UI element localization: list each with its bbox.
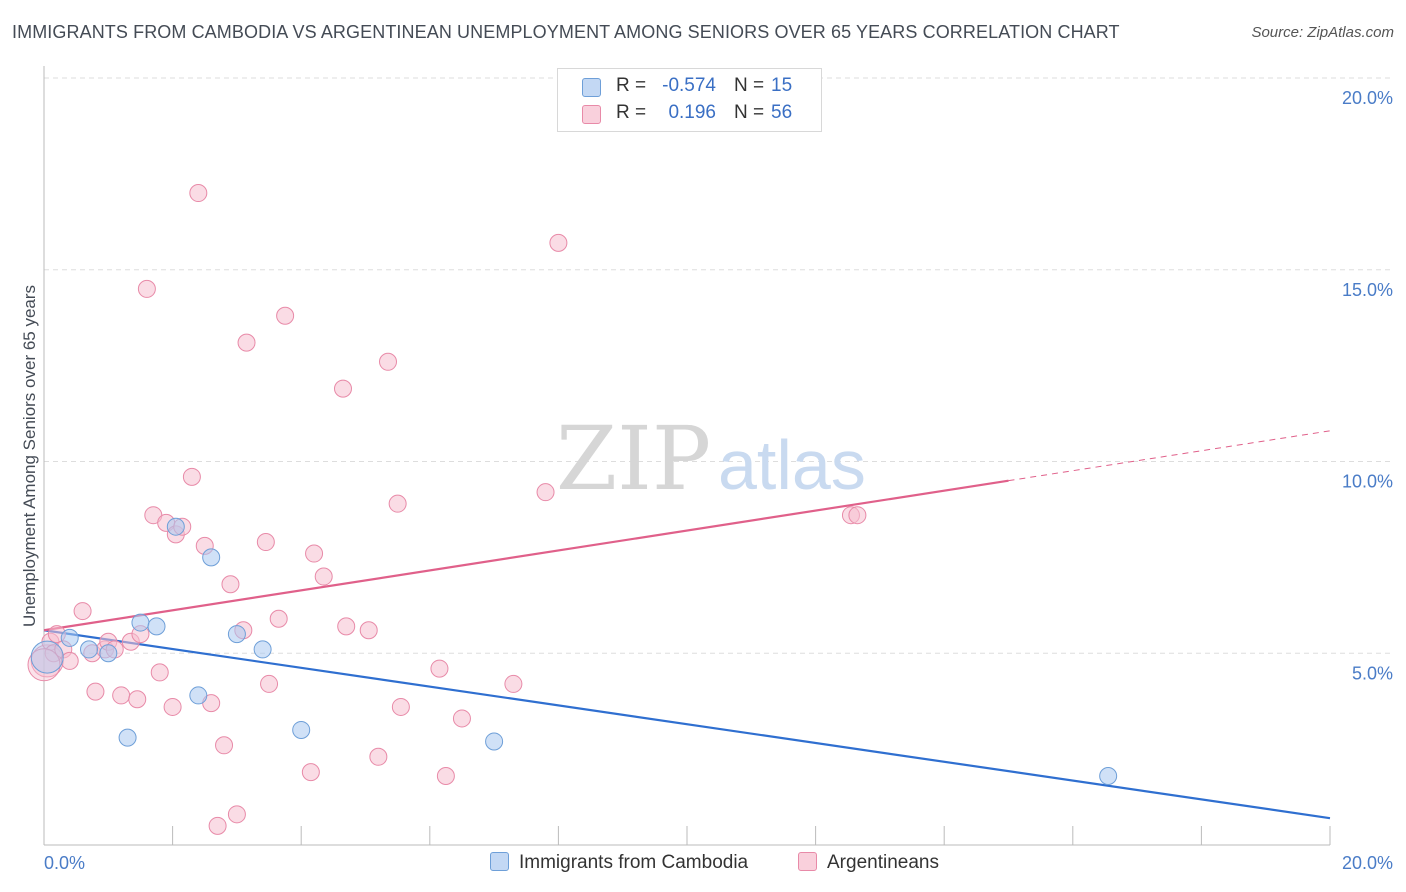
argentineans-point	[391, 697, 410, 716]
argentineans-point	[301, 763, 320, 782]
argentineans-point	[182, 467, 201, 486]
argentineans-point	[504, 674, 523, 693]
argentineans-point	[150, 663, 169, 682]
argentineans-point	[536, 483, 555, 502]
y-axis-label: Unemployment Among Seniors over 65 years	[20, 284, 39, 628]
n-value: 56	[771, 102, 793, 123]
cambodia-point	[166, 517, 185, 536]
correlation-legend: R = -0.574 N = 15 R = 0.196 N = 56	[557, 68, 822, 132]
argentineans-point	[256, 533, 275, 552]
cambodia-point	[60, 628, 79, 647]
argentineans-point	[237, 333, 256, 352]
cambodia-point	[99, 644, 118, 663]
argentineans-point	[305, 544, 324, 563]
n-label: N =	[734, 102, 765, 123]
argentineans-point	[848, 506, 867, 525]
cambodia-point	[30, 640, 64, 674]
cambodia-point	[131, 613, 150, 632]
argentineans-point	[359, 621, 378, 640]
argentineans-point	[128, 690, 147, 709]
argentineans-point	[137, 279, 156, 298]
argentineans-point	[73, 602, 92, 621]
cambodia-point	[253, 640, 272, 659]
argentineans-point	[314, 567, 333, 586]
argentineans-point	[260, 674, 279, 693]
trend-lines	[43, 430, 1331, 820]
legend-swatch-pink	[582, 105, 601, 124]
argentineans-point	[369, 747, 388, 766]
argentineans-point	[388, 494, 407, 513]
argentineans-point	[189, 184, 208, 203]
watermark: ZIP atlas	[556, 407, 866, 510]
cambodia-point	[1099, 766, 1118, 785]
cambodia-point	[292, 720, 311, 739]
argentineans-point	[337, 617, 356, 636]
y-tick-label: 15.0%	[1342, 280, 1393, 300]
argentineans-point	[436, 766, 455, 785]
y-tick-label: 5.0%	[1352, 663, 1393, 683]
argentineans-point	[333, 379, 352, 398]
chart-title: IMMIGRANTS FROM CAMBODIA VS ARGENTINEAN …	[12, 22, 1120, 42]
trend-line-cambodia	[43, 629, 1331, 820]
cambodia-point	[118, 728, 137, 747]
x-tick-label: 0.0%	[44, 853, 85, 873]
grid-lines	[44, 77, 1392, 654]
y-tick-label: 10.0%	[1342, 472, 1393, 492]
cambodia-point	[80, 640, 99, 659]
x-tick-label: 20.0%	[1342, 853, 1393, 873]
legend-row-cambodia: R = -0.574 N = 15	[558, 73, 821, 101]
argentineans-point	[163, 697, 182, 716]
cambodia-point	[227, 625, 246, 644]
cambodia-point	[147, 617, 166, 636]
cambodia-point	[202, 548, 221, 567]
argentineans-point	[379, 352, 398, 371]
series-legend-cambodia: Immigrants from Cambodia	[490, 852, 748, 874]
series-swatch-pink	[798, 852, 817, 871]
trend-line-argentineans	[43, 479, 1009, 632]
argentineans-point	[215, 736, 234, 755]
n-value: 15	[771, 75, 793, 96]
axes	[43, 66, 1331, 846]
r-label: R =	[616, 75, 647, 96]
r-label: R =	[616, 102, 647, 123]
n-label: N =	[734, 75, 765, 96]
series-swatch-blue	[490, 852, 509, 871]
argentineans-point	[112, 686, 131, 705]
argentineans-point	[208, 816, 227, 835]
argentineans-point	[269, 609, 288, 628]
source-credit: Source: ZipAtlas.com	[1251, 24, 1394, 41]
argentineans-point	[86, 682, 105, 701]
y-tick-label: 20.0%	[1342, 88, 1393, 108]
argentineans-point	[227, 805, 246, 824]
watermark-atlas: atlas	[718, 426, 866, 504]
argentineans-point	[452, 709, 471, 728]
argentineans-point	[221, 575, 240, 594]
legend-swatch-blue	[582, 78, 601, 97]
data-points	[27, 184, 1118, 835]
series-name: Immigrants from Cambodia	[519, 852, 749, 873]
argentineans-point	[430, 659, 449, 678]
r-value: 0.196	[668, 102, 716, 123]
trend-line-extension	[1008, 430, 1331, 482]
argentineans-point	[549, 233, 568, 252]
argentineans-point	[276, 306, 295, 325]
cambodia-point	[485, 732, 504, 751]
argentineans-point	[60, 651, 79, 670]
watermark-zip: ZIP	[556, 407, 711, 510]
series-legend-argentineans: Argentineans	[798, 852, 939, 874]
series-name: Argentineans	[827, 852, 939, 873]
r-value: -0.574	[662, 75, 716, 96]
tick-labels: 5.0% 10.0% 15.0% 20.0% 0.0% 20.0%	[44, 88, 1393, 873]
cambodia-point	[189, 686, 208, 705]
legend-row-argentineans: R = 0.196 N = 56	[558, 100, 821, 128]
